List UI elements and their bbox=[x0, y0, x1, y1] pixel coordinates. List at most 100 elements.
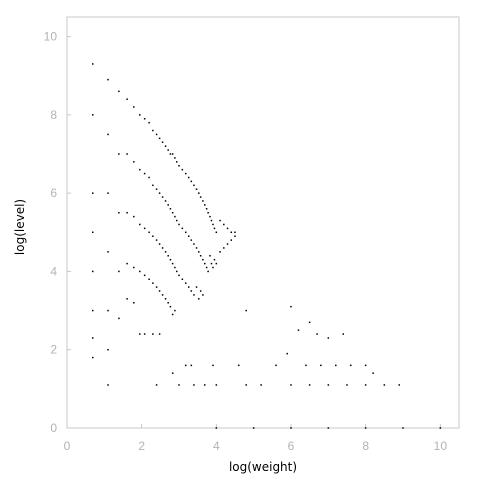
scatter-point bbox=[199, 255, 202, 257]
scatter-point bbox=[327, 337, 330, 339]
scatter-point bbox=[181, 227, 184, 230]
scatter-point bbox=[126, 211, 128, 214]
scatter-point bbox=[139, 223, 141, 226]
scatter-point bbox=[213, 227, 216, 230]
scatter-point bbox=[158, 333, 161, 335]
scatter-point bbox=[126, 98, 128, 100]
y-tick-label: 2 bbox=[50, 343, 57, 357]
scatter-point bbox=[205, 266, 208, 269]
scatter-point bbox=[167, 255, 169, 257]
scatter-point bbox=[364, 427, 367, 429]
scatter-point bbox=[181, 278, 184, 281]
scatter-point bbox=[195, 188, 198, 190]
scatter-point bbox=[161, 294, 164, 296]
scatter-point bbox=[212, 223, 214, 226]
x-axis-label: log(weight) bbox=[229, 460, 297, 474]
scatter-point bbox=[234, 235, 236, 237]
y-tick-label: 6 bbox=[50, 186, 57, 200]
scatter-point bbox=[215, 262, 218, 265]
scatter-point bbox=[92, 356, 94, 359]
data-points bbox=[92, 63, 442, 429]
scatter-point bbox=[290, 384, 292, 386]
x-tick-label: 10 bbox=[434, 439, 448, 453]
scatter-point bbox=[342, 333, 345, 335]
y-tick-label: 10 bbox=[44, 30, 58, 44]
scatter-point bbox=[176, 219, 178, 222]
scatter-point bbox=[161, 247, 164, 249]
scatter-point bbox=[181, 168, 184, 171]
scatter-point bbox=[193, 294, 195, 296]
scatter-point bbox=[193, 243, 195, 245]
scatter-point bbox=[178, 223, 180, 226]
scatter-point bbox=[107, 133, 109, 136]
scatter-point bbox=[92, 63, 94, 65]
scatter-point bbox=[402, 427, 404, 429]
scatter-point bbox=[204, 204, 206, 206]
scatter-point bbox=[372, 372, 374, 374]
scatter-point bbox=[155, 286, 158, 288]
scatter-point bbox=[223, 223, 225, 226]
scatter-point bbox=[226, 227, 229, 230]
scatter-point bbox=[107, 348, 109, 351]
scatter-point bbox=[237, 364, 240, 367]
x-tick-label: 8 bbox=[362, 439, 369, 453]
scatter-point bbox=[176, 270, 178, 273]
scatter-point bbox=[245, 309, 247, 312]
scatter-point bbox=[335, 364, 337, 367]
scatter-point bbox=[152, 333, 154, 335]
scatter-point bbox=[152, 235, 154, 237]
y-tick-label: 0 bbox=[50, 421, 57, 435]
scatter-point bbox=[148, 278, 150, 281]
scatter-point bbox=[305, 364, 307, 367]
scatter-point bbox=[155, 133, 158, 136]
scatter-point bbox=[107, 384, 109, 386]
scatter-point bbox=[158, 243, 161, 245]
axis-ticks bbox=[66, 36, 441, 429]
scatter-point bbox=[260, 384, 262, 386]
scatter-point bbox=[161, 196, 164, 198]
scatter-point bbox=[169, 305, 172, 308]
scatter-point bbox=[215, 384, 218, 386]
scatter-point bbox=[297, 329, 300, 331]
scatter-point bbox=[210, 219, 213, 222]
scatter-point bbox=[107, 251, 109, 253]
scatter-point bbox=[92, 231, 94, 234]
scatter-point bbox=[139, 114, 141, 116]
scatter-point bbox=[158, 290, 161, 292]
scatter-point bbox=[158, 137, 161, 140]
scatter-point bbox=[252, 427, 255, 429]
scatter-point bbox=[199, 196, 202, 198]
scatter-point bbox=[226, 243, 229, 245]
scatter-point bbox=[290, 427, 292, 429]
scatter-point bbox=[164, 145, 167, 147]
scatter-point bbox=[169, 258, 172, 261]
scatter-point bbox=[174, 157, 176, 159]
scatter-point bbox=[346, 384, 348, 386]
scatter-point bbox=[209, 255, 211, 257]
scatter-point bbox=[215, 231, 218, 234]
scatter-point bbox=[133, 215, 135, 218]
scatter-point bbox=[204, 384, 206, 386]
scatter-point bbox=[198, 251, 200, 253]
scatter-point bbox=[92, 337, 94, 339]
scatter-point bbox=[148, 176, 150, 179]
scatter-point bbox=[176, 161, 178, 163]
scatter-point bbox=[193, 184, 195, 187]
plot-frame bbox=[66, 16, 460, 429]
scatter-point bbox=[92, 192, 94, 194]
scatter-point bbox=[167, 301, 169, 304]
scatter-point bbox=[148, 121, 150, 124]
x-tick-label: 6 bbox=[288, 439, 295, 453]
scatter-point bbox=[152, 282, 154, 284]
scatter-point bbox=[223, 247, 225, 249]
scatter-point bbox=[219, 219, 221, 222]
scatter-point bbox=[133, 301, 135, 304]
scatter-point bbox=[143, 227, 146, 230]
scatter-point bbox=[92, 270, 94, 273]
scatter-point bbox=[164, 298, 167, 300]
x-tick-label: 4 bbox=[213, 439, 220, 453]
scatter-point bbox=[167, 204, 169, 206]
scatter-point bbox=[118, 317, 120, 320]
scatter-point bbox=[139, 270, 141, 273]
